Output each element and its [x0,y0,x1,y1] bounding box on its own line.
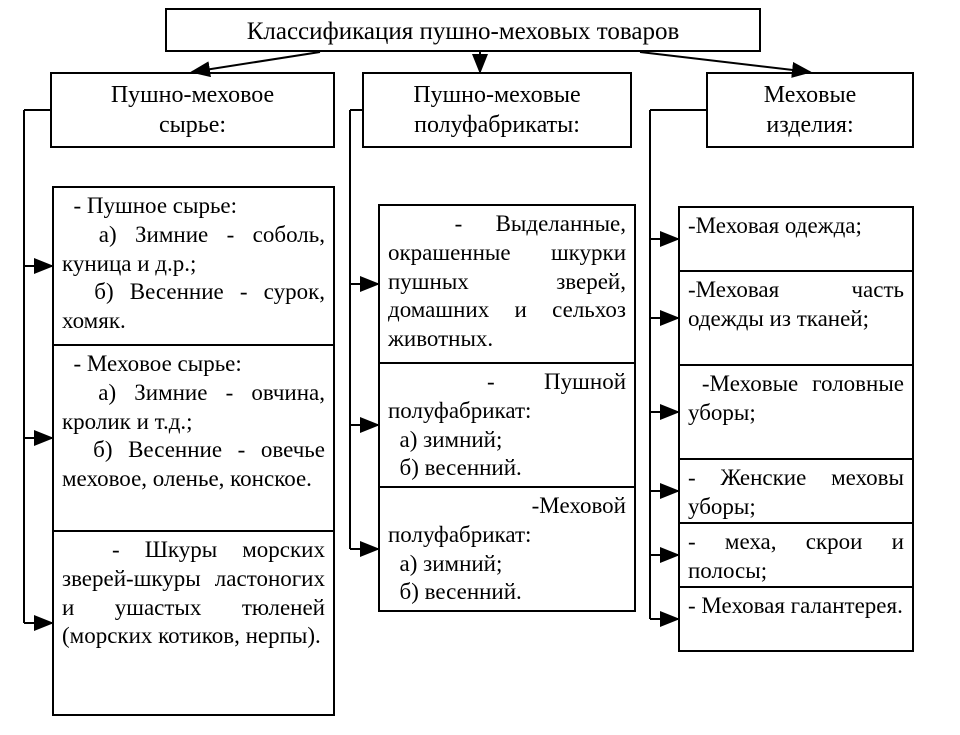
col3-item5-label: - меха, скрои и полосы; [688,529,910,583]
col3-item2: -Меховая часть одежды из тканей; [678,270,914,366]
col1-item2: - Меховое сырье: а) Зимние - овчина, кро… [52,344,335,532]
col3-item6-label: - Меховая галантерея. [688,593,903,618]
col1-item1: - Пушное сырье: а) Зимние - соболь, куни… [52,186,335,346]
col3-item5: - меха, скрои и полосы; [678,522,914,588]
col1-item1-label: - Пушное сырье: а) Зимние - соболь, куни… [62,193,331,333]
col2-head-label: Пушно-меховые полуфабрикаты: [372,80,622,140]
col3-item4-label: - Женские меховы уборы; [688,465,910,519]
col3-item1-label: -Меховая одежда; [688,213,862,238]
title-box-label: Классификация пушно-меховых товаров [247,18,680,45]
col2-item2-label: - Пушной полуфабрикат: а) зимний; б) вес… [388,369,632,480]
col3-head-label: Меховые изделия: [716,80,904,140]
col3-item3-label: -Меховые головные уборы; [688,371,910,425]
col2-item1: - Выделанные, окрашенные шкурки пушных з… [378,204,636,364]
col3-item2-label: -Меховая часть одежды из тканей; [688,277,910,331]
col3-head: Меховые изделия: [706,72,914,148]
col1-head-label: Пушно-меховое сырье: [60,80,325,140]
col1-head: Пушно-меховое сырье: [50,72,335,148]
col3-item3: -Меховые головные уборы; [678,364,914,460]
col2-item3-label: -Меховой полуфабрикат: а) зимний; б) вес… [388,493,632,604]
diagram-canvas: Классификация пушно-меховых товаров Пушно… [0,0,960,735]
col2-head: Пушно-меховые полуфабрикаты: [362,72,632,148]
col2-item1-label: - Выделанные, окрашенные шкурки пушных з… [388,211,632,351]
col3-item1: -Меховая одежда; [678,206,914,272]
col2-item3: -Меховой полуфабрикат: а) зимний; б) вес… [378,486,636,612]
col3-item4: - Женские меховы уборы; [678,458,914,524]
title-box: Классификация пушно-меховых товаров [165,8,761,52]
col3-item6: - Меховая галантерея. [678,586,914,652]
col1-item3-label: - Шкуры морских зверей-шкуры ластоногих … [62,537,331,648]
col1-item2-label: - Меховое сырье: а) Зимние - овчина, кро… [62,351,331,491]
col2-item2: - Пушной полуфабрикат: а) зимний; б) вес… [378,362,636,488]
col1-item3: - Шкуры морских зверей-шкуры ластоногих … [52,530,335,716]
